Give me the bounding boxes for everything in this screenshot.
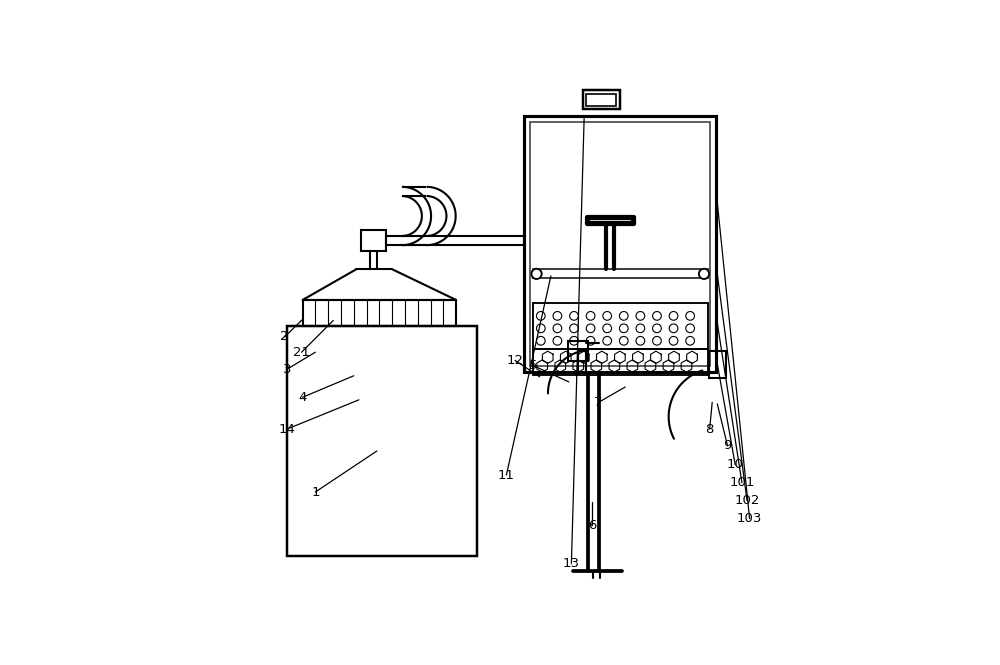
Bar xyxy=(524,116,716,372)
Text: 2: 2 xyxy=(280,331,289,343)
Bar xyxy=(303,300,456,326)
Text: 7: 7 xyxy=(594,396,603,409)
Circle shape xyxy=(531,269,542,279)
Bar xyxy=(533,348,708,375)
Bar xyxy=(586,94,616,106)
Bar xyxy=(568,341,588,361)
Bar xyxy=(530,122,710,366)
Text: 9: 9 xyxy=(723,440,732,452)
Text: 5: 5 xyxy=(529,359,537,372)
Text: 4: 4 xyxy=(298,391,307,404)
Polygon shape xyxy=(303,269,456,300)
Bar xyxy=(533,303,708,348)
Text: 101: 101 xyxy=(729,476,755,489)
Text: 102: 102 xyxy=(734,494,760,507)
Text: 14: 14 xyxy=(279,422,296,436)
Text: 21: 21 xyxy=(293,346,310,358)
Text: 103: 103 xyxy=(737,512,762,525)
Bar xyxy=(709,351,726,378)
Bar xyxy=(287,326,477,556)
Text: 8: 8 xyxy=(705,422,714,436)
Text: 11: 11 xyxy=(498,469,515,481)
Text: 13: 13 xyxy=(563,557,580,570)
Text: 3: 3 xyxy=(283,362,291,376)
Text: 6: 6 xyxy=(588,519,596,532)
Text: 12: 12 xyxy=(507,354,524,367)
Bar xyxy=(533,269,708,279)
Text: 1: 1 xyxy=(311,485,320,499)
Bar xyxy=(583,90,620,110)
Bar xyxy=(361,230,386,251)
Circle shape xyxy=(699,269,709,279)
Text: 10: 10 xyxy=(727,458,744,471)
